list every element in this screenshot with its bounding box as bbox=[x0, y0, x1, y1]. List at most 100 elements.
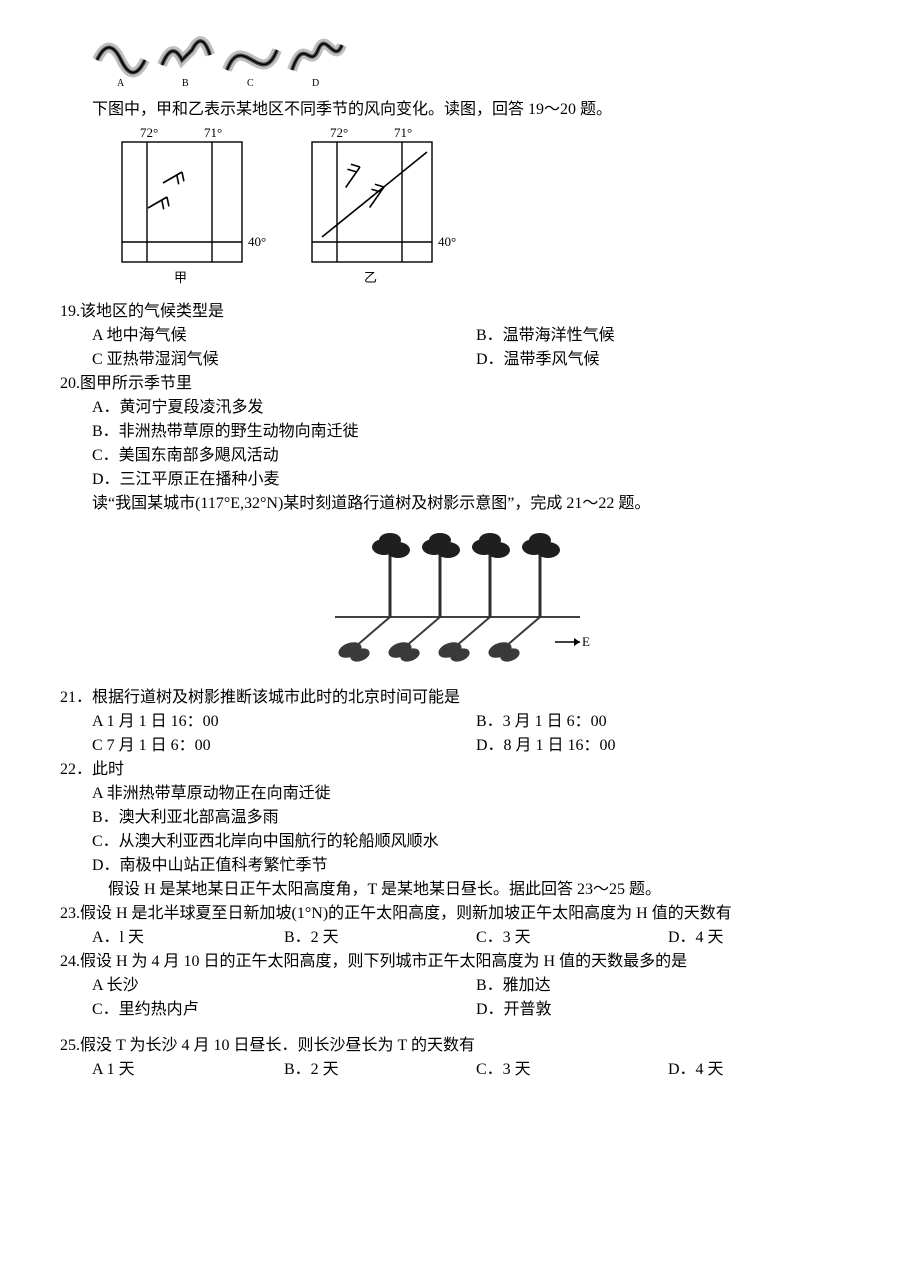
q21-row1: A 1 月 1 日 16：00 B．3 月 1 日 6：00 bbox=[60, 710, 860, 734]
text: C．美国东南部多飓风活动 bbox=[92, 447, 279, 464]
q24-row2: C．里约热内卢 D．开普敦 bbox=[60, 998, 860, 1022]
q19-options-row1: A 地中海气候 B．温带海洋性气候 bbox=[60, 324, 860, 348]
text: C．3 天 bbox=[476, 1061, 531, 1078]
text: A．l 天 bbox=[92, 929, 144, 946]
text: 22．此时 bbox=[60, 761, 124, 778]
svg-text:C: C bbox=[247, 78, 254, 89]
q23-option-c: C．3 天 bbox=[476, 926, 668, 950]
figure-folds: A B C D bbox=[60, 20, 860, 98]
text: C．从澳大利亚西北岸向中国航行的轮船顺风顺水 bbox=[92, 833, 439, 850]
q23-option-b: B．2 天 bbox=[284, 926, 476, 950]
q23-option-d: D．4 天 bbox=[668, 926, 860, 950]
q19-options-row2: C 亚热带湿润气候 D．温带季风气候 bbox=[60, 348, 860, 372]
q23-option-a: A．l 天 bbox=[92, 926, 284, 950]
q22-stem: 22．此时 bbox=[60, 758, 860, 782]
text: A 长沙 bbox=[92, 977, 139, 994]
text: 21．根据行道树及树影推断该城市此时的北京时间可能是 bbox=[60, 689, 460, 706]
text: B．非洲热带草原的野生动物向南迁徙 bbox=[92, 423, 359, 440]
figure-wind-boxes: 72° 71° 40° 甲 bbox=[60, 122, 860, 300]
q22-option-a: A 非洲热带草原动物正在向南迁徙 bbox=[60, 782, 860, 806]
text: B．雅加达 bbox=[476, 977, 551, 994]
text: B．2 天 bbox=[284, 1061, 339, 1078]
text: C 亚热带湿润气候 bbox=[92, 351, 219, 368]
text: D．8 月 1 日 16：00 bbox=[476, 737, 616, 754]
text: B．2 天 bbox=[284, 929, 339, 946]
svg-text:71°: 71° bbox=[204, 125, 222, 140]
text: D．开普敦 bbox=[476, 1001, 552, 1018]
text: C．3 天 bbox=[476, 929, 531, 946]
q23-options: A．l 天 B．2 天 C．3 天 D．4 天 bbox=[60, 926, 860, 950]
text: 24.假设 H 为 4 月 10 日的正午太阳高度，则下列城市正午太阳高度为 H… bbox=[60, 953, 687, 970]
svg-text:40°: 40° bbox=[438, 234, 456, 249]
q22-option-b: B．澳大利亚北部高温多雨 bbox=[60, 806, 860, 830]
intro-23-25: 假设 H 是某地某日正午太阳高度角，T 是某地某日昼长。据此回答 23～25 题… bbox=[60, 878, 860, 902]
text: 19.该地区的气候类型是 bbox=[60, 303, 224, 320]
q20-option-b: B．非洲热带草原的野生动物向南迁徙 bbox=[60, 420, 860, 444]
text: 读“我国某城市(117°E,32°N)某时刻道路行道树及树影示意图”，完成 21… bbox=[92, 495, 650, 512]
text: 25.假没 T 为长沙 4 月 10 日昼长．则长沙昼长为 T 的天数有 bbox=[60, 1037, 475, 1054]
svg-text:72°: 72° bbox=[330, 125, 348, 140]
svg-text:71°: 71° bbox=[394, 125, 412, 140]
q21-option-b: B．3 月 1 日 6：00 bbox=[476, 710, 860, 734]
q24-option-d: D．开普敦 bbox=[476, 998, 860, 1022]
svg-text:E: E bbox=[582, 634, 590, 649]
q19-stem: 19.该地区的气候类型是 bbox=[60, 300, 860, 324]
q24-option-a: A 长沙 bbox=[92, 974, 476, 998]
text: 23.假设 H 是北半球夏至日新加坡(1°N)的正午太阳高度，则新加坡正午太阳高… bbox=[60, 905, 732, 922]
text: B．澳大利亚北部高温多雨 bbox=[92, 809, 279, 826]
q20-stem: 20.图甲所示季节里 bbox=[60, 372, 860, 396]
q25-option-b: B．2 天 bbox=[284, 1058, 476, 1082]
text: 20.图甲所示季节里 bbox=[60, 375, 192, 392]
q22-option-c: C．从澳大利亚西北岸向中国航行的轮船顺风顺水 bbox=[60, 830, 860, 854]
q24-option-c: C．里约热内卢 bbox=[92, 998, 476, 1022]
q19-option-d: D．温带季风气候 bbox=[476, 348, 860, 372]
label-yi: 乙 bbox=[364, 270, 377, 285]
q21-option-d: D．8 月 1 日 16：00 bbox=[476, 734, 860, 758]
q25-stem: 25.假没 T 为长沙 4 月 10 日昼长．则长沙昼长为 T 的天数有 bbox=[60, 1034, 860, 1058]
intro-21-22: 读“我国某城市(117°E,32°N)某时刻道路行道树及树影示意图”，完成 21… bbox=[60, 492, 860, 516]
figure-trees: E bbox=[60, 522, 860, 680]
label-jia: 甲 bbox=[174, 270, 187, 285]
q25-option-c: C．3 天 bbox=[476, 1058, 668, 1082]
q19-option-b: B．温带海洋性气候 bbox=[476, 324, 860, 348]
q22-option-d: D．南极中山站正值科考繁忙季节 bbox=[60, 854, 860, 878]
text: D．南极中山站正值科考繁忙季节 bbox=[92, 857, 328, 874]
text: C 7 月 1 日 6：00 bbox=[92, 737, 211, 754]
q25-option-d: D．4 天 bbox=[668, 1058, 860, 1082]
text: A 地中海气候 bbox=[92, 327, 187, 344]
q21-row2: C 7 月 1 日 6：00 D．8 月 1 日 16：00 bbox=[60, 734, 860, 758]
q21-option-c: C 7 月 1 日 6：00 bbox=[92, 734, 476, 758]
text: A 1 天 bbox=[92, 1061, 135, 1078]
q25-option-a: A 1 天 bbox=[92, 1058, 284, 1082]
intro-19-20: 下图中，甲和乙表示某地区不同季节的风向变化。读图，回答 19～20 题。 bbox=[60, 98, 860, 122]
text: D．4 天 bbox=[668, 929, 724, 946]
text: 假设 H 是某地某日正午太阳高度角，T 是某地某日昼长。据此回答 23～25 题… bbox=[108, 881, 661, 898]
q24-stem: 24.假设 H 为 4 月 10 日的正午太阳高度，则下列城市正午太阳高度为 H… bbox=[60, 950, 860, 974]
q19-option-a: A 地中海气候 bbox=[92, 324, 476, 348]
q20-option-a: A．黄河宁夏段凌汛多发 bbox=[60, 396, 860, 420]
text: A 1 月 1 日 16：00 bbox=[92, 713, 219, 730]
svg-text:A: A bbox=[117, 78, 125, 89]
text: D．4 天 bbox=[668, 1061, 724, 1078]
q19-option-c: C 亚热带湿润气候 bbox=[92, 348, 476, 372]
text: A 非洲热带草原动物正在向南迁徙 bbox=[92, 785, 331, 802]
q21-stem: 21．根据行道树及树影推断该城市此时的北京时间可能是 bbox=[60, 686, 860, 710]
svg-text:D: D bbox=[312, 78, 319, 89]
q25-options: A 1 天 B．2 天 C．3 天 D．4 天 bbox=[60, 1058, 860, 1082]
q24-option-b: B．雅加达 bbox=[476, 974, 860, 998]
text: D．温带季风气候 bbox=[476, 351, 600, 368]
text: B．3 月 1 日 6：00 bbox=[476, 713, 607, 730]
svg-text:40°: 40° bbox=[248, 234, 266, 249]
q24-row1: A 长沙 B．雅加达 bbox=[60, 974, 860, 998]
svg-text:B: B bbox=[182, 78, 189, 89]
text: C．里约热内卢 bbox=[92, 1001, 199, 1018]
text: A．黄河宁夏段凌汛多发 bbox=[92, 399, 264, 416]
text: 下图中，甲和乙表示某地区不同季节的风向变化。读图，回答 19～20 题。 bbox=[92, 101, 612, 118]
text: D．三江平原正在播种小麦 bbox=[92, 471, 280, 488]
svg-text:72°: 72° bbox=[140, 125, 158, 140]
q20-option-c: C．美国东南部多飓风活动 bbox=[60, 444, 860, 468]
q23-stem: 23.假设 H 是北半球夏至日新加坡(1°N)的正午太阳高度，则新加坡正午太阳高… bbox=[60, 902, 860, 926]
q21-option-a: A 1 月 1 日 16：00 bbox=[92, 710, 476, 734]
text: B．温带海洋性气候 bbox=[476, 327, 615, 344]
q20-option-d: D．三江平原正在播种小麦 bbox=[60, 468, 860, 492]
